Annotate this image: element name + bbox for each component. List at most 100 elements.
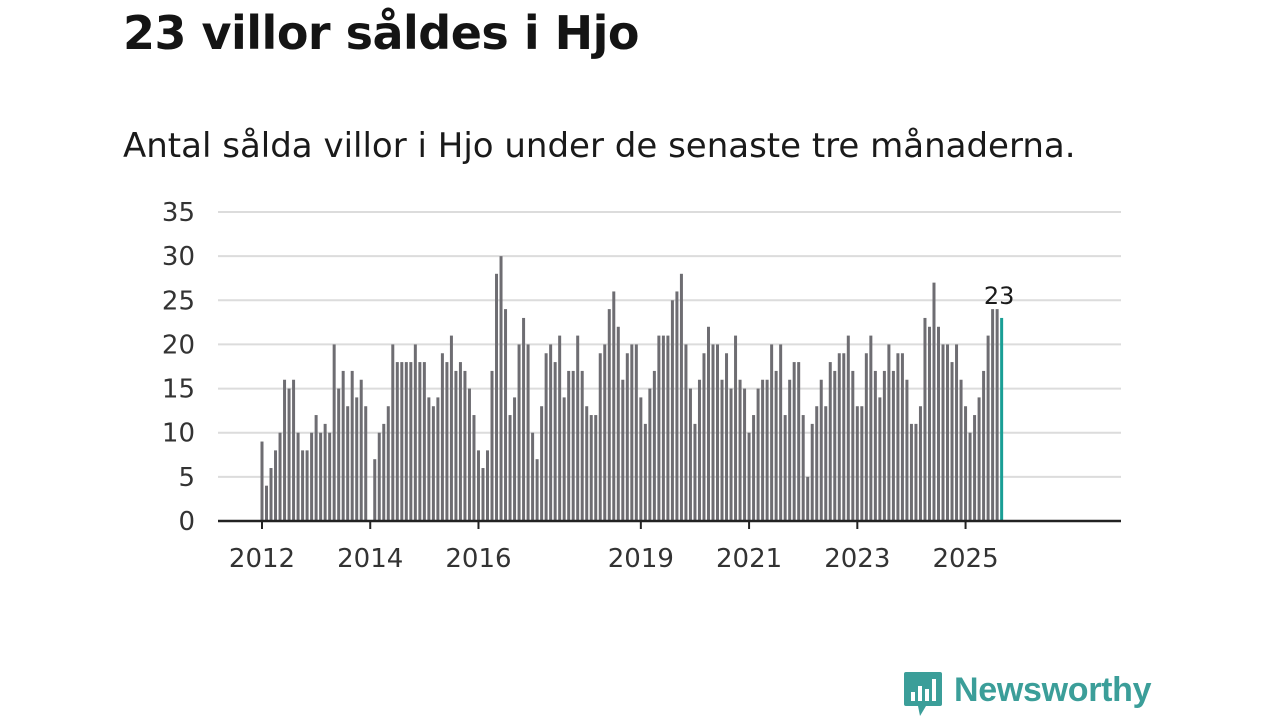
bar bbox=[553, 362, 557, 521]
bar bbox=[476, 450, 480, 521]
bar bbox=[350, 370, 354, 521]
bar bbox=[305, 450, 309, 521]
bar bbox=[558, 335, 562, 521]
bar bbox=[513, 397, 517, 521]
bar bbox=[720, 379, 724, 521]
bar bbox=[779, 344, 783, 521]
bar bbox=[995, 309, 999, 521]
bar bbox=[770, 344, 774, 521]
bar bbox=[589, 415, 593, 521]
bar bbox=[684, 344, 688, 521]
bar bbox=[598, 353, 602, 521]
bar bbox=[806, 476, 810, 521]
bar bbox=[337, 388, 341, 521]
bar bbox=[950, 362, 954, 521]
bar bbox=[359, 379, 363, 521]
bar bbox=[499, 256, 503, 521]
bar bbox=[788, 379, 792, 521]
bar bbox=[918, 406, 922, 521]
bar bbox=[923, 317, 927, 521]
bar bbox=[467, 388, 471, 521]
bar bbox=[517, 344, 521, 521]
bar bbox=[968, 432, 972, 521]
bar bbox=[612, 291, 616, 521]
bar bbox=[355, 397, 359, 521]
bar bbox=[729, 388, 733, 521]
bar bbox=[621, 379, 625, 521]
bar bbox=[986, 335, 990, 521]
bar bbox=[526, 344, 530, 521]
bar bbox=[486, 450, 489, 521]
bar bbox=[544, 353, 548, 521]
bar bbox=[855, 406, 859, 521]
bar bbox=[580, 370, 584, 521]
bar bbox=[851, 370, 855, 521]
bar bbox=[679, 273, 683, 521]
bar bbox=[896, 353, 900, 521]
bar bbox=[959, 379, 963, 521]
bar bbox=[373, 459, 377, 521]
bar bbox=[292, 379, 296, 521]
bar bbox=[278, 432, 282, 521]
bar bbox=[301, 450, 305, 521]
bar bbox=[941, 344, 945, 521]
bar bbox=[869, 335, 873, 521]
bar bbox=[427, 397, 431, 521]
x-tick-label: 2016 bbox=[445, 544, 511, 574]
bar bbox=[711, 344, 715, 521]
bar bbox=[310, 432, 314, 521]
bar bbox=[328, 432, 332, 521]
bar bbox=[833, 370, 837, 521]
bar bbox=[319, 432, 323, 521]
bar bbox=[540, 406, 544, 521]
bar bbox=[265, 485, 269, 521]
bar bbox=[404, 362, 408, 521]
bar bbox=[661, 335, 665, 521]
bar bbox=[887, 344, 891, 521]
bar bbox=[702, 353, 706, 521]
bar bbox=[725, 353, 729, 521]
bar bbox=[977, 397, 981, 521]
bar bbox=[395, 362, 399, 521]
bar bbox=[797, 362, 801, 521]
bar bbox=[413, 344, 417, 521]
bar bbox=[594, 415, 598, 521]
bar bbox=[274, 450, 278, 521]
bar bbox=[882, 370, 886, 521]
bar bbox=[761, 379, 765, 521]
bar bbox=[914, 423, 918, 521]
brand-name: Newsworthy bbox=[954, 671, 1152, 709]
bar bbox=[932, 282, 936, 521]
bar bbox=[688, 388, 692, 521]
bar bbox=[436, 397, 440, 521]
y-tick-label: 15 bbox=[162, 375, 195, 405]
bar bbox=[269, 468, 273, 521]
bar bbox=[743, 388, 747, 521]
bar bbox=[458, 362, 462, 521]
bar bbox=[639, 397, 643, 521]
bar bbox=[472, 415, 476, 521]
bar bbox=[873, 370, 877, 521]
bar bbox=[756, 388, 760, 521]
bar bbox=[955, 344, 959, 521]
bar bbox=[422, 362, 426, 521]
bar bbox=[481, 468, 485, 521]
x-tick-label: 2019 bbox=[608, 544, 674, 574]
bar bbox=[752, 415, 756, 521]
bar bbox=[706, 326, 710, 521]
bar bbox=[670, 300, 674, 521]
bar bbox=[463, 370, 467, 521]
data-labels: 23 bbox=[984, 282, 1015, 310]
bar bbox=[716, 344, 720, 521]
bar bbox=[616, 326, 620, 521]
x-tick-label: 2012 bbox=[229, 544, 295, 574]
bar bbox=[490, 370, 494, 521]
bar bbox=[382, 423, 386, 521]
bar bbox=[364, 406, 368, 521]
bar bbox=[634, 344, 638, 521]
bar bbox=[508, 415, 512, 521]
y-tick-label: 0 bbox=[178, 507, 195, 537]
bar bbox=[409, 362, 413, 521]
bar bbox=[571, 370, 575, 521]
bar bbox=[878, 397, 882, 521]
